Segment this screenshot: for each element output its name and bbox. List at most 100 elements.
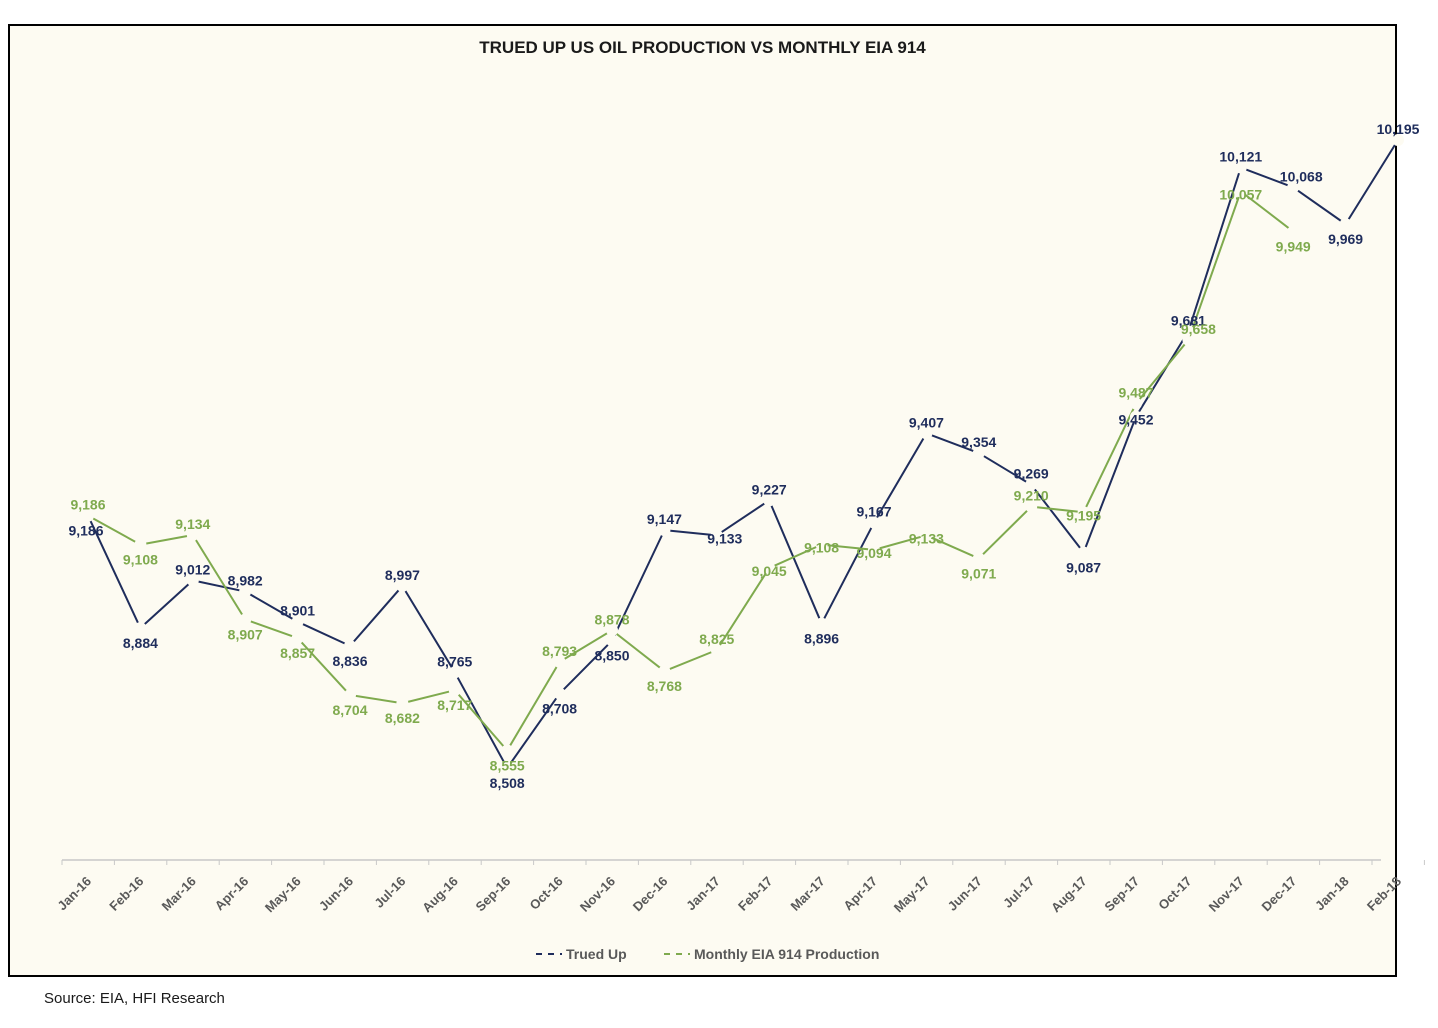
data-point-trued-up	[815, 617, 828, 630]
data-label-eia-914: 8,907	[228, 626, 263, 642]
x-tick-label: Oct-17	[1155, 874, 1194, 913]
data-label-trued-up: 9,227	[752, 481, 787, 497]
data-label-eia-914: 9,658	[1181, 321, 1216, 337]
source-note: Source: EIA, HFI Research	[44, 990, 225, 1007]
x-tick-label: Dec-16	[630, 874, 671, 915]
x-tick-label: Jul-17	[1000, 874, 1037, 911]
data-label-eia-914: 8,682	[385, 710, 420, 726]
data-point-eia-914	[920, 529, 933, 542]
x-tick-label: Oct-16	[526, 874, 565, 913]
x-tick-label: Jun-16	[316, 874, 356, 914]
data-label-eia-914: 9,071	[961, 565, 996, 581]
data-point-eia-914	[291, 632, 304, 645]
data-label-trued-up: 9,354	[961, 434, 996, 450]
x-tick-label: Nov-17	[1206, 874, 1247, 915]
data-label-eia-914: 9,134	[175, 516, 210, 532]
x-tick-label: Aug-17	[1048, 874, 1090, 916]
data-label-eia-914: 9,186	[70, 497, 105, 513]
data-label-trued-up: 9,133	[707, 530, 742, 546]
data-point-eia-914	[396, 697, 409, 710]
data-point-trued-up	[1234, 161, 1247, 174]
data-point-trued-up	[606, 634, 618, 647]
data-point-eia-914	[82, 509, 94, 522]
data-point-trued-up	[344, 639, 356, 652]
x-tick-label: Nov-16	[577, 874, 618, 915]
data-label-trued-up: 8,997	[385, 567, 420, 583]
data-label-trued-up: 9,969	[1328, 231, 1363, 247]
x-tick-label: Dec-17	[1259, 874, 1300, 915]
data-point-trued-up	[501, 762, 514, 774]
data-point-trued-up	[1392, 134, 1404, 146]
data-label-trued-up: 9,269	[1014, 466, 1049, 482]
data-label-eia-914: 8,825	[699, 631, 734, 647]
data-point-eia-914	[972, 552, 985, 565]
data-point-trued-up	[396, 579, 409, 592]
x-tick-label: Feb-16	[106, 874, 146, 914]
data-point-trued-up	[1287, 181, 1300, 194]
data-label-eia-914: 8,717	[437, 697, 472, 713]
data-point-eia-914	[134, 538, 147, 551]
data-point-trued-up	[186, 574, 199, 587]
data-point-trued-up	[1130, 410, 1142, 423]
data-label-trued-up: 8,836	[332, 653, 367, 669]
data-point-eia-914	[344, 689, 356, 702]
data-label-eia-914: 8,857	[280, 645, 315, 661]
data-point-eia-914	[553, 655, 566, 668]
data-point-eia-914	[1287, 225, 1300, 238]
data-point-trued-up	[1077, 546, 1090, 559]
x-tick-label: Jun-17	[945, 874, 985, 914]
data-label-eia-914: 9,195	[1066, 507, 1101, 523]
data-label-trued-up: 8,765	[437, 653, 472, 669]
data-point-trued-up	[1025, 478, 1038, 491]
data-label-trued-up: 8,896	[804, 631, 839, 647]
data-label-eia-914: 9,045	[752, 563, 787, 579]
data-point-eia-914	[186, 528, 199, 541]
data-point-eia-914	[763, 562, 776, 575]
data-label-trued-up: 9,452	[1118, 412, 1153, 428]
x-tick-label: Jan-17	[683, 874, 723, 914]
data-label-eia-914: 9,949	[1276, 239, 1311, 255]
data-label-trued-up: 8,884	[123, 635, 158, 651]
x-tick-label: Jan-16	[54, 874, 94, 914]
data-point-trued-up	[448, 666, 461, 679]
data-label-eia-914: 8,704	[332, 702, 367, 718]
data-point-trued-up	[972, 447, 985, 460]
x-tick-label: Aug-16	[419, 874, 461, 916]
data-point-eia-914	[1130, 397, 1142, 410]
data-label-trued-up: 10,068	[1280, 168, 1323, 184]
x-tick-label: Sep-16	[473, 874, 514, 915]
data-point-trued-up	[868, 516, 880, 529]
x-tick-label: Sep-17	[1101, 874, 1142, 915]
data-label-trued-up: 9,087	[1066, 559, 1101, 575]
data-label-eia-914: 8,768	[647, 678, 682, 694]
data-label-trued-up: 9,167	[856, 504, 891, 520]
data-point-eia-914	[606, 624, 618, 637]
data-label-eia-914: 9,133	[909, 530, 944, 546]
data-label-trued-up: 10,195	[1377, 121, 1420, 137]
data-label-trued-up: 9,012	[175, 561, 210, 577]
data-point-trued-up	[1339, 218, 1352, 231]
series-line-eia-914	[87, 190, 1294, 752]
data-label-eia-914: 9,094	[856, 545, 891, 561]
legend-label: Monthly EIA 914 Production	[694, 946, 879, 962]
data-label-trued-up: 9,147	[647, 511, 682, 527]
data-point-eia-914	[710, 643, 723, 656]
x-tick-label: Apr-17	[840, 874, 880, 914]
data-point-trued-up	[920, 427, 933, 440]
data-label-trued-up: 8,508	[490, 775, 525, 791]
x-tick-label: May-17	[891, 874, 933, 916]
data-point-trued-up	[710, 529, 723, 542]
data-label-trued-up: 8,708	[542, 701, 577, 717]
data-point-eia-914	[1025, 500, 1038, 513]
data-point-trued-up	[763, 494, 776, 507]
x-tick-label: Feb-18	[1364, 874, 1404, 914]
data-point-eia-914	[239, 613, 252, 626]
x-tick-label: Apr-16	[212, 874, 252, 914]
x-tick-label: Mar-17	[787, 874, 827, 914]
data-label-trued-up: 8,982	[228, 573, 263, 589]
series-line-trued-up	[87, 139, 1399, 769]
data-label-eia-914: 9,210	[1014, 488, 1049, 504]
data-label-trued-up: 9,186	[68, 523, 103, 539]
data-point-eia-914	[658, 665, 671, 678]
